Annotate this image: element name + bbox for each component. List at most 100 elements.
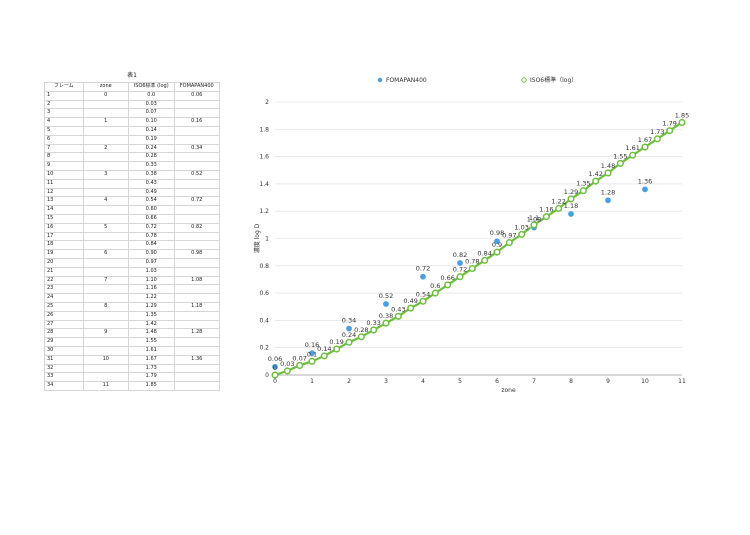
fomapan-point bbox=[456, 259, 464, 267]
iso-point bbox=[271, 371, 279, 379]
iso-point bbox=[629, 151, 637, 159]
fomapan-data-label: 0.34 bbox=[342, 317, 356, 325]
iso-data-label: 0.78 bbox=[465, 258, 479, 266]
iso-point bbox=[555, 204, 563, 213]
iso-data-label: 1.67 bbox=[638, 136, 652, 144]
fomapan-point bbox=[308, 349, 316, 357]
iso-point bbox=[530, 221, 538, 229]
iso-point bbox=[444, 281, 452, 289]
iso-point bbox=[308, 357, 316, 365]
iso-data-label: 0 bbox=[273, 364, 277, 372]
iso-data-label: 0.1 bbox=[307, 350, 317, 358]
fomapan-data-label: 1.28 bbox=[601, 188, 615, 196]
iso-point bbox=[370, 326, 378, 334]
fomapan-data-label: 1.08 bbox=[527, 216, 541, 224]
y-tick-label: 0.4 bbox=[259, 317, 269, 324]
table-row: 5 0.14 bbox=[44, 125, 220, 136]
iso-point bbox=[431, 289, 439, 297]
iso-point bbox=[357, 333, 365, 341]
fomapan-data-label: 0.52 bbox=[379, 292, 393, 300]
y-tick-label: 1 bbox=[265, 236, 269, 243]
x-tick-label: 3 bbox=[384, 378, 388, 385]
iso-point bbox=[518, 230, 526, 238]
iso-point bbox=[653, 135, 661, 143]
iso-data-label: 0.07 bbox=[292, 354, 306, 362]
x-tick-label: 9 bbox=[606, 378, 610, 385]
y-tick-label: 0.8 bbox=[259, 263, 269, 270]
fomapan-point bbox=[567, 210, 575, 218]
fomapan-point bbox=[641, 185, 649, 193]
fomapan-point bbox=[382, 300, 390, 308]
iso-point bbox=[567, 195, 575, 203]
iso-data-label: 1.48 bbox=[601, 162, 615, 170]
iso-data-label: 0.6 bbox=[430, 282, 440, 290]
y-tick-label: 1.4 bbox=[259, 181, 269, 188]
data-table: フレーム zone ISO6標準 (log) FOMAPAN400 1 0 0.0 0… bbox=[44, 82, 220, 391]
fomapan-data-label: 0.16 bbox=[305, 341, 319, 349]
iso-point bbox=[616, 159, 624, 167]
table-row: 22 7 1.10 1.08 bbox=[44, 275, 220, 286]
fomapan-data-label: 1.18 bbox=[564, 202, 578, 210]
iso-data-label: 1.55 bbox=[613, 152, 627, 160]
iso-data-label: 0.43 bbox=[391, 305, 405, 313]
fomapan-data-label: 0.72 bbox=[416, 265, 430, 273]
iso-data-label: 1.35 bbox=[576, 180, 590, 188]
table-row: 34 11 1.85 bbox=[44, 381, 220, 391]
iso-point bbox=[666, 127, 674, 135]
legend-label-iso: ISO6標準（log） bbox=[530, 76, 577, 84]
iso-point bbox=[468, 264, 476, 273]
fomapan-data-label: 0.98 bbox=[490, 229, 504, 237]
iso-data-label: 1.03 bbox=[514, 223, 528, 231]
x-tick-label: 5 bbox=[458, 378, 462, 385]
iso-data-label: 0.72 bbox=[453, 266, 467, 274]
iso-point bbox=[345, 338, 353, 346]
x-tick-label: 0 bbox=[273, 378, 277, 385]
legend-marker-fomapan bbox=[377, 77, 383, 83]
iso-point bbox=[320, 352, 328, 360]
iso-point bbox=[296, 361, 304, 369]
fomapan-point bbox=[493, 237, 501, 245]
iso-data-label: 1.29 bbox=[564, 188, 578, 196]
iso-data-label: 0.19 bbox=[329, 338, 343, 346]
iso-data-label: 0.03 bbox=[280, 360, 294, 368]
iso-data-label: 0.84 bbox=[477, 249, 491, 257]
iso-point bbox=[407, 304, 415, 312]
y-tick-label: 0.6 bbox=[259, 290, 269, 297]
iso-data-label: 0.9 bbox=[492, 241, 502, 249]
fomapan-point bbox=[604, 196, 612, 204]
y-tick-label: 0 bbox=[265, 372, 269, 379]
iso-point bbox=[419, 297, 427, 305]
iso-point bbox=[493, 248, 501, 256]
x-axis-title: zone bbox=[501, 387, 516, 394]
x-tick-label: 2 bbox=[347, 378, 351, 385]
iso-data-label: 0.14 bbox=[317, 345, 331, 353]
fomapan-data-label: 0.82 bbox=[453, 251, 467, 259]
y-tick-label: 0.2 bbox=[259, 345, 269, 352]
iso-point bbox=[505, 239, 513, 247]
iso-point bbox=[579, 187, 587, 195]
legend-label-fomapan: FOMAPAN400 bbox=[386, 77, 427, 84]
iso-point bbox=[604, 169, 612, 177]
fomapan-point bbox=[345, 325, 353, 333]
iso-data-label: 0.97 bbox=[502, 232, 516, 240]
y-tick-label: 2 bbox=[265, 99, 269, 106]
iso-data-label: 1.16 bbox=[539, 206, 553, 214]
x-tick-label: 10 bbox=[641, 378, 649, 385]
iso-series-line bbox=[274, 121, 683, 377]
iso-point bbox=[678, 118, 686, 127]
x-tick-label: 7 bbox=[532, 378, 536, 385]
iso-data-label: 0.24 bbox=[342, 331, 356, 339]
iso-data-label: 0.33 bbox=[366, 319, 380, 327]
iso-point bbox=[641, 143, 649, 151]
fomapan-data-label: 0.06 bbox=[268, 355, 282, 363]
iso-data-label: 1.22 bbox=[551, 197, 565, 205]
iso-data-label: 0.54 bbox=[416, 290, 430, 298]
iso-data-label: 1.1 bbox=[529, 214, 539, 222]
iso-point bbox=[592, 177, 600, 185]
y-axis-title: 濃度 log D bbox=[253, 223, 261, 253]
x-tick-label: 11 bbox=[678, 378, 686, 385]
fomapan-data-label: 1.36 bbox=[638, 177, 652, 185]
iso-point bbox=[542, 213, 550, 221]
iso-point bbox=[481, 256, 489, 264]
